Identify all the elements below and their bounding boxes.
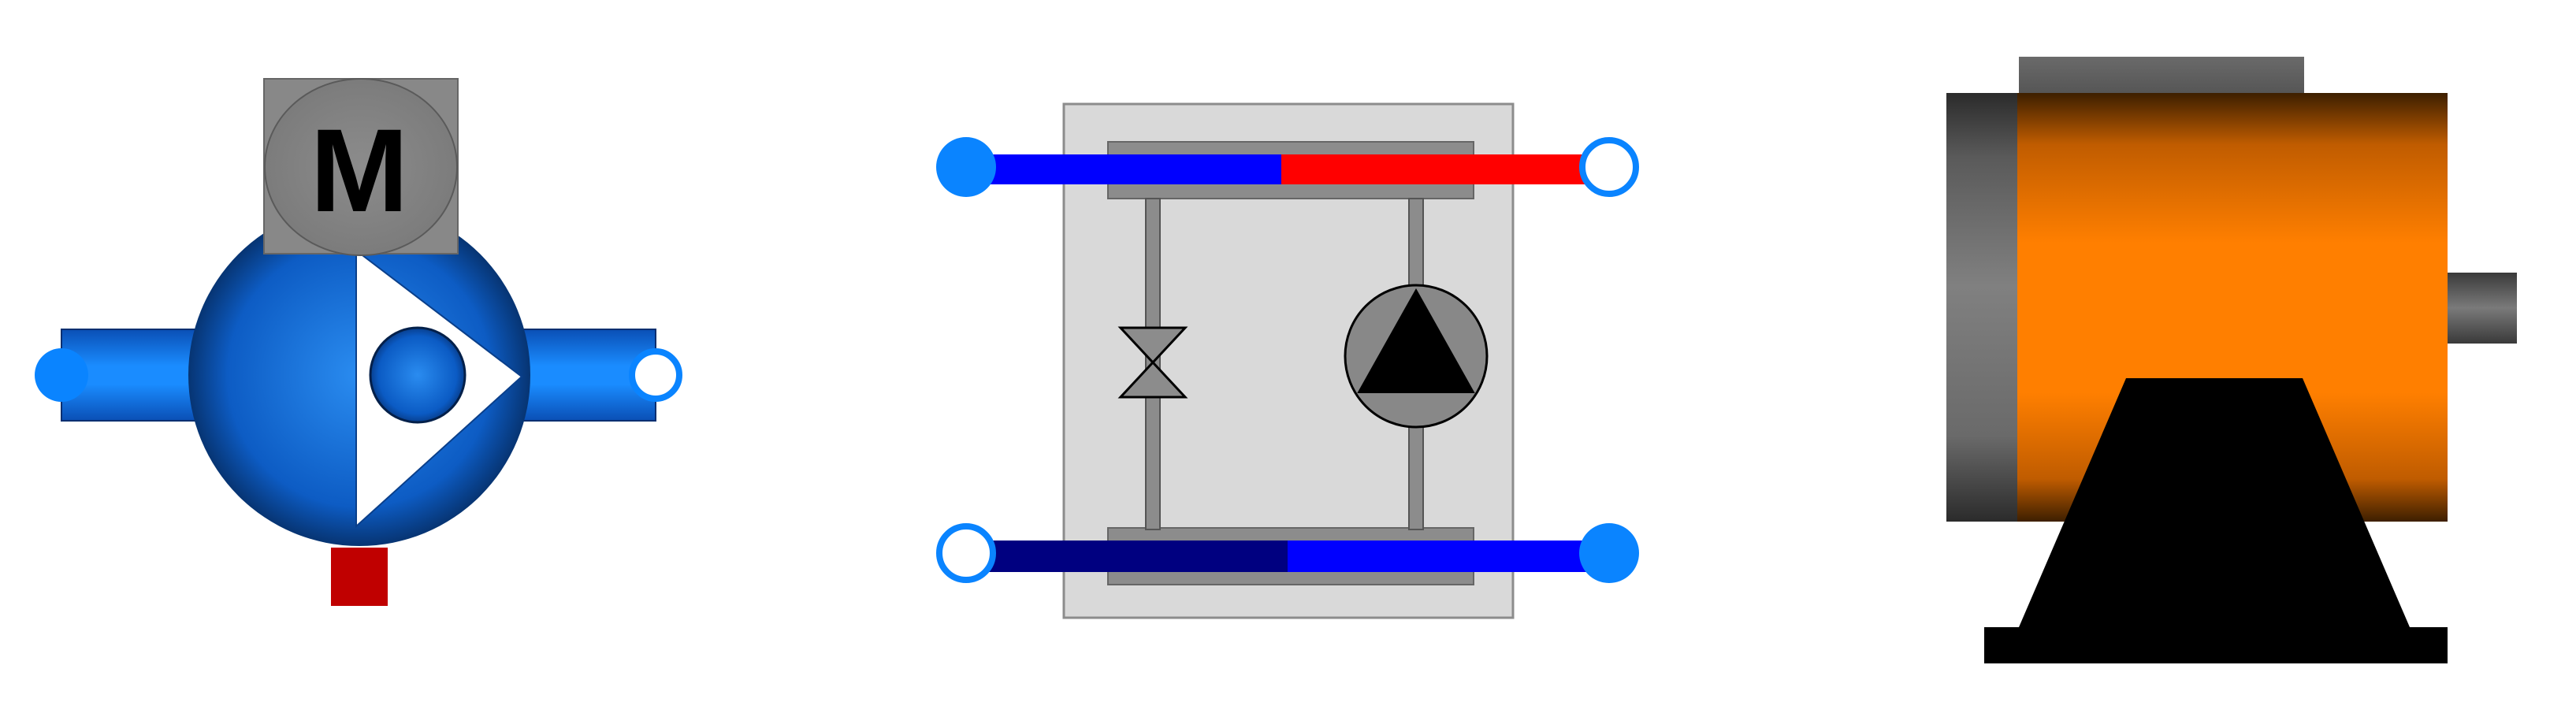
pump-impeller xyxy=(369,326,467,424)
hydraulic-module-icon[interactable] xyxy=(936,102,1639,619)
pump-motor-circle xyxy=(264,78,458,256)
return-line-dark xyxy=(971,541,1289,572)
motor-shaft xyxy=(2448,273,2517,344)
motor-end-cap xyxy=(1946,93,2019,522)
electric-motor-icon[interactable] xyxy=(1946,57,2517,663)
pump-signal-port[interactable] xyxy=(331,548,388,606)
module-supply-out-port[interactable] xyxy=(1579,137,1639,197)
pump-outlet-port[interactable] xyxy=(629,348,682,402)
throttle-valve-icon xyxy=(1117,326,1188,399)
motor-terminal-box xyxy=(2019,57,2304,95)
module-return-out-port[interactable] xyxy=(1579,523,1639,583)
supply-line-cold xyxy=(971,154,1283,184)
pump-inlet-port[interactable] xyxy=(35,348,88,402)
supply-line-hot xyxy=(1281,154,1611,184)
pump-symbol-icon xyxy=(1344,284,1489,429)
module-supply-in-port[interactable] xyxy=(936,137,996,197)
motor-base xyxy=(1984,378,2448,663)
module-return-in-port[interactable] xyxy=(936,523,996,583)
pump-icon[interactable]: M xyxy=(35,78,682,606)
pump-motor-label: M xyxy=(310,104,409,236)
return-line-blue xyxy=(1288,541,1611,572)
